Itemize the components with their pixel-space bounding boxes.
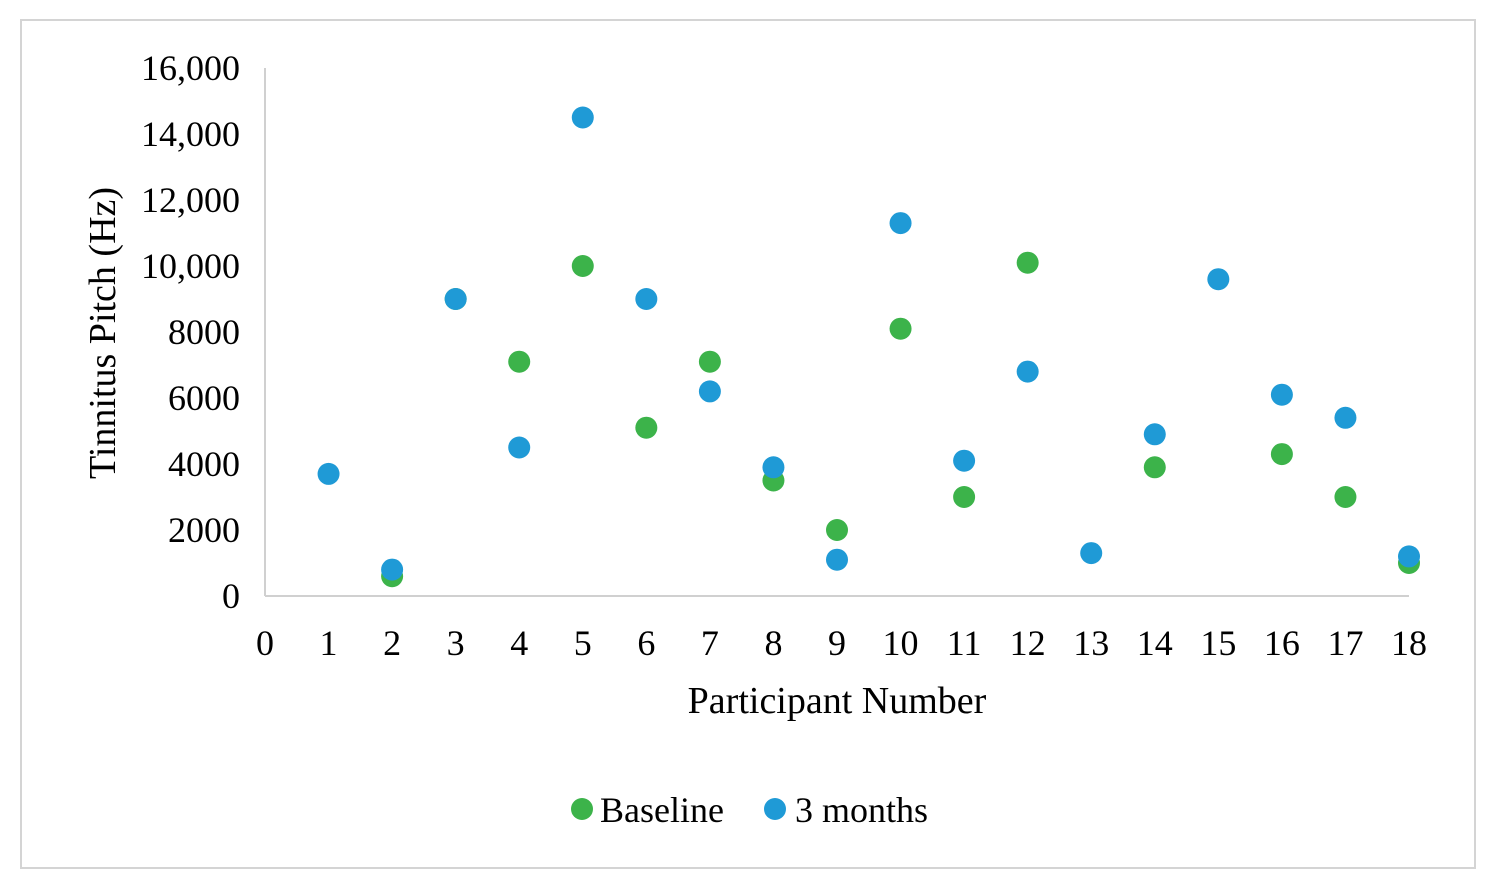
x-tick-label: 14 [1137,623,1173,663]
point-3-months [1080,542,1103,565]
point-baseline [635,416,658,439]
y-tick-label: 6000 [168,378,240,418]
x-tick-label: 5 [574,623,592,663]
y-tick-label: 2000 [168,510,240,550]
x-tick-label: 15 [1200,623,1236,663]
point-baseline [571,255,594,277]
y-tick-label: 8000 [168,312,240,352]
point-3-months [381,558,404,581]
x-tick-label: 10 [883,623,919,663]
x-tick-label: 1 [320,623,338,663]
point-3-months [1334,406,1357,429]
point-baseline [1334,486,1357,508]
legend-marker-3-months [764,798,786,820]
point-3-months [635,288,658,310]
point-baseline [953,486,976,508]
point-baseline [1143,456,1166,479]
x-tick-label: 11 [947,623,982,663]
point-3-months [889,212,912,235]
point-3-months [698,380,721,403]
point-3-months [1270,383,1293,406]
legend-marker-baseline [571,798,593,820]
x-tick-label: 16 [1264,623,1300,663]
point-3-months [508,436,531,459]
point-3-months [1143,423,1166,446]
y-axis-title: Tinnitus Pitch (Hz) [82,187,124,479]
y-tick-label: 10,000 [141,246,240,286]
x-tick-label: 6 [637,623,655,663]
y-tick-label: 0 [222,576,240,616]
point-baseline [1016,251,1039,274]
data-points [317,106,1420,588]
point-3-months [1398,545,1420,568]
x-axis-title: Participant Number [688,680,987,722]
point-baseline [698,350,721,373]
point-3-months [1016,360,1039,383]
x-tick-label: 7 [701,623,719,663]
x-tick-label: 13 [1073,623,1109,663]
x-tick-label: 17 [1327,623,1363,663]
x-tick-label: 12 [1010,623,1046,663]
y-tick-label: 4000 [168,444,240,484]
x-tick-label: 2 [383,623,401,663]
axes [264,68,1409,597]
y-tick-label: 12,000 [141,180,240,220]
point-3-months [826,548,848,571]
y-tick-label: 16,000 [141,48,240,88]
x-tick-label: 8 [764,623,782,663]
x-tick-label: 0 [256,623,274,663]
chart-frame [20,19,1476,869]
legend: Baseline 3 months [571,790,928,830]
point-baseline [889,317,912,340]
point-baseline [1270,443,1293,466]
legend-label-baseline: Baseline [600,790,724,830]
point-3-months [444,288,467,310]
point-3-months [762,456,785,479]
x-tick-label: 3 [447,623,465,663]
y-tick-labels: 0 2000 4000 6000 8000 10,000 12,000 14,000 16,00… [141,48,240,616]
point-3-months [1207,268,1230,291]
point-baseline [508,350,531,373]
point-baseline [826,519,848,541]
point-3-months [953,449,976,472]
x-tick-label: 9 [828,623,846,663]
x-tick-labels: 0 1 2 3 4 5 6 7 8 9 10 11 12 13 14 15 16 17 18 [256,623,1427,663]
y-tick-label: 14,000 [141,114,240,154]
x-tick-label: 18 [1391,623,1427,663]
point-3-months [317,462,340,485]
x-tick-label: 4 [510,623,528,663]
legend-label-3-months: 3 months [795,790,928,830]
point-3-months [571,106,594,129]
